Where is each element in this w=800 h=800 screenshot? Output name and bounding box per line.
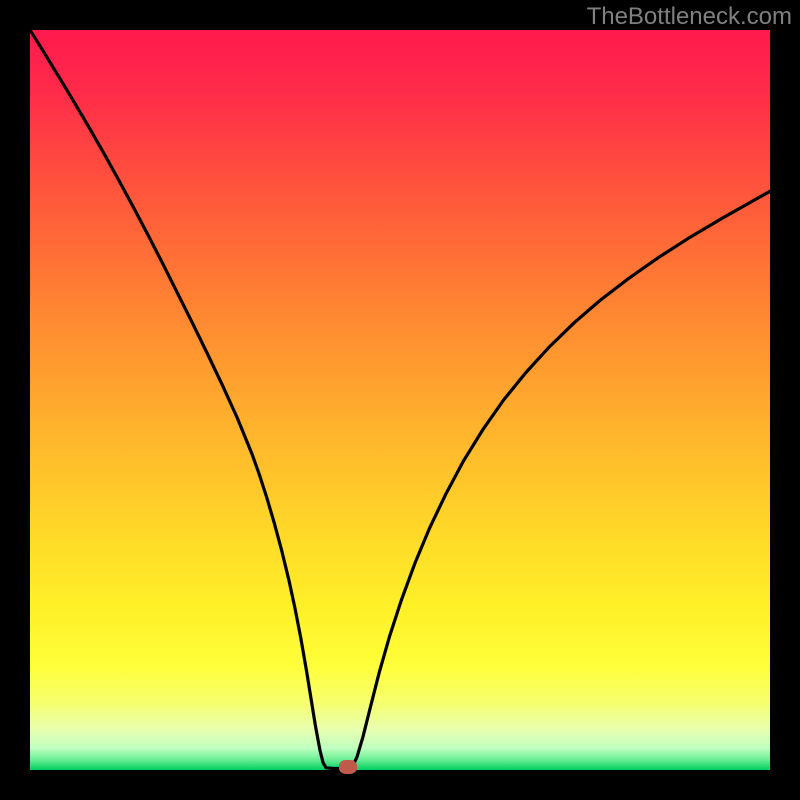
chart-frame: TheBottleneck.com <box>0 0 800 800</box>
watermark-text: TheBottleneck.com <box>587 3 792 31</box>
plot-area <box>30 30 770 770</box>
bottleneck-curve <box>30 30 770 770</box>
optimum-marker <box>339 760 357 775</box>
